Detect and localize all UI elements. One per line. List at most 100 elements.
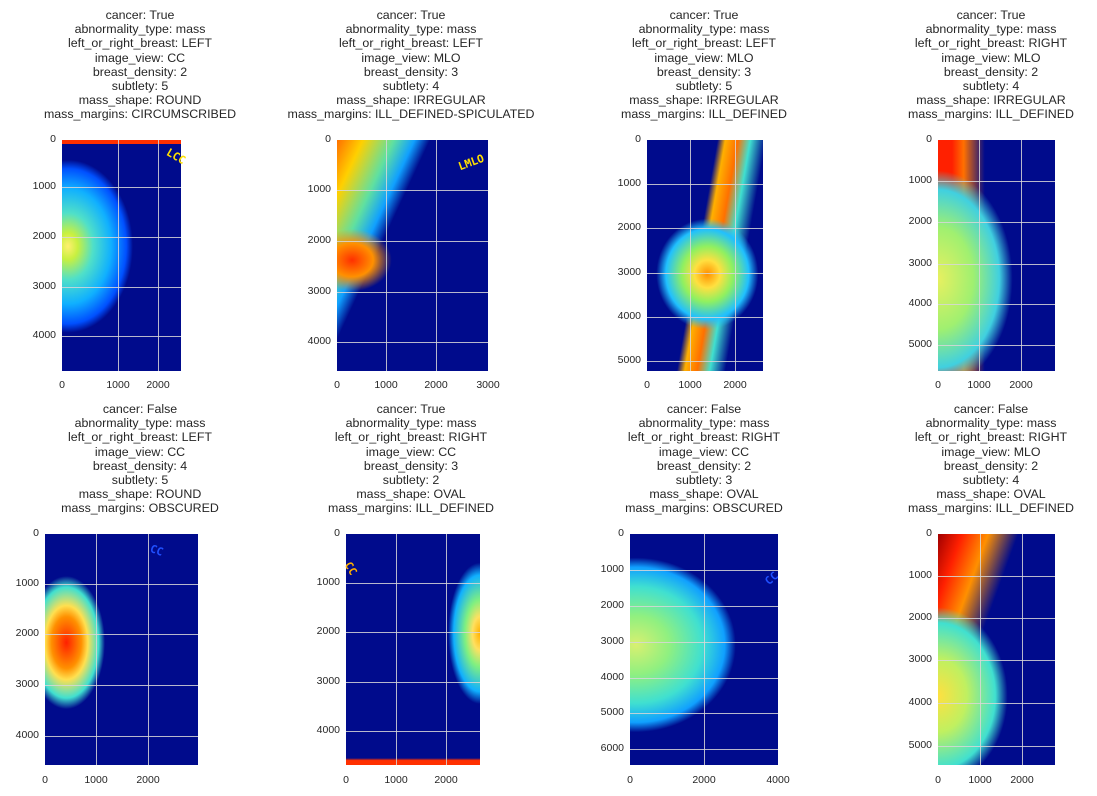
title-line: subtlety: 4 xyxy=(382,79,440,94)
title-line: left_or_right_breast: RIGHT xyxy=(914,36,1068,51)
grid-line-vertical xyxy=(96,534,97,765)
title-line: breast_density: 4 xyxy=(92,458,188,473)
y-tick-label: 3000 xyxy=(617,266,641,278)
mammogram-image xyxy=(62,140,181,371)
grid-line-vertical xyxy=(979,140,980,371)
y-tick-label: 0 xyxy=(926,527,932,539)
title-line: image_view: MLO xyxy=(941,50,1041,65)
y-tick-label: 1000 xyxy=(908,174,932,186)
y-tick-label: 1000 xyxy=(617,177,641,189)
mammogram-image-axes xyxy=(938,140,1055,371)
title-line: breast_density: 3 xyxy=(656,64,752,79)
title-line: mass_margins: OBSCURED xyxy=(61,501,219,516)
grid-line-horizontal xyxy=(45,685,198,686)
title-line: left_or_right_breast: RIGHT xyxy=(334,430,488,445)
title-line: image_view: CC xyxy=(94,50,186,65)
grid-line-horizontal xyxy=(938,576,1055,577)
y-tick-label: 3000 xyxy=(15,678,39,690)
grid-line-horizontal xyxy=(938,222,1055,223)
y-tick-label: 0 xyxy=(618,527,624,539)
y-tick-label: 4000 xyxy=(307,335,331,347)
title-line: subtlety: 5 xyxy=(111,473,169,488)
title-line: image_view: MLO xyxy=(941,444,1041,459)
title-line: mass_shape: IRREGULAR xyxy=(629,93,779,108)
title-line: subtlety: 4 xyxy=(962,79,1020,94)
title-line: mass_margins: ILL_DEFINED xyxy=(621,107,787,122)
y-tick-label: 2000 xyxy=(600,599,624,611)
title-line: abnormality_type: mass xyxy=(74,416,206,431)
y-tick-label: 2000 xyxy=(316,625,340,637)
subplot-title: cancer: True abnormality_type: mass left_o… xyxy=(251,8,571,122)
y-tick-label: 0 xyxy=(50,133,56,145)
x-tick-label: 1000 xyxy=(968,774,992,786)
y-tick-label: 0 xyxy=(926,133,932,145)
grid-line-horizontal xyxy=(62,187,181,188)
grid-line-vertical xyxy=(1022,534,1023,765)
x-tick-label: 3000 xyxy=(476,379,500,391)
x-tick-label: 0 xyxy=(59,379,65,391)
grid-line-vertical xyxy=(446,534,447,765)
grid-line-horizontal xyxy=(62,336,181,337)
grid-line-horizontal xyxy=(62,237,181,238)
grid-line-vertical xyxy=(118,140,119,371)
mammogram-image xyxy=(938,140,1055,371)
title-line: left_or_right_breast: RIGHT xyxy=(627,430,781,445)
title-line: image_view: MLO xyxy=(361,50,461,65)
grid-line-horizontal xyxy=(938,660,1055,661)
y-tick-label: 5000 xyxy=(908,739,932,751)
y-tick-label: 3000 xyxy=(908,257,932,269)
grid-line-vertical xyxy=(436,140,437,371)
subplot-title: cancer: False abnormality_type: mass left_… xyxy=(544,402,864,516)
grid-line-horizontal xyxy=(346,583,480,584)
mammogram-image xyxy=(45,534,198,765)
mammogram-image-axes xyxy=(62,140,181,371)
x-tick-label: 0 xyxy=(935,379,941,391)
title-line: abnormality_type: mass xyxy=(345,416,477,431)
grid-line-horizontal xyxy=(647,184,763,185)
title-line: mass_margins: ILL_DEFINED xyxy=(908,501,1074,516)
title-line: cancer: True xyxy=(376,8,446,22)
grid-line-vertical xyxy=(980,534,981,765)
title-line: abnormality_type: mass xyxy=(638,22,770,37)
title-line: left_or_right_breast: LEFT xyxy=(68,36,212,51)
title-line: mass_shape: ROUND xyxy=(78,93,202,108)
title-line: breast_density: 2 xyxy=(943,458,1039,473)
grid-line-horizontal xyxy=(938,181,1055,182)
x-tick-label: 2000 xyxy=(692,774,716,786)
x-tick-label: 0 xyxy=(343,774,349,786)
y-tick-label: 3000 xyxy=(307,285,331,297)
grid-line-horizontal xyxy=(346,682,480,683)
grid-line-horizontal xyxy=(938,264,1055,265)
title-line: breast_density: 3 xyxy=(363,458,459,473)
x-tick-label: 2000 xyxy=(136,774,160,786)
y-tick-label: 4000 xyxy=(32,329,56,341)
title-line: left_or_right_breast: LEFT xyxy=(339,36,483,51)
y-tick-label: 2000 xyxy=(908,215,932,227)
y-tick-label: 6000 xyxy=(600,742,624,754)
title-line: cancer: False xyxy=(102,402,178,416)
y-tick-label: 0 xyxy=(334,527,340,539)
mammogram-image xyxy=(346,534,480,765)
grid-line-horizontal xyxy=(938,703,1055,704)
x-tick-label: 1000 xyxy=(384,774,408,786)
grid-line-horizontal xyxy=(62,287,181,288)
mammogram-image xyxy=(647,140,763,371)
subplot-title: cancer: True abnormality_type: mass left_o… xyxy=(544,8,864,122)
title-line: cancer: True xyxy=(376,402,446,416)
grid-line-horizontal xyxy=(647,317,763,318)
grid-line-vertical xyxy=(690,140,691,371)
title-line: left_or_right_breast: LEFT xyxy=(632,36,776,51)
title-line: abnormality_type: mass xyxy=(345,22,477,37)
title-line: mass_shape: ROUND xyxy=(78,487,202,502)
title-line: breast_density: 2 xyxy=(656,458,752,473)
title-line: subtlety: 3 xyxy=(675,473,733,488)
subplot-title: cancer: False abnormality_type: mass left_… xyxy=(831,402,1097,516)
grid-line-horizontal xyxy=(45,736,198,737)
x-tick-label: 1000 xyxy=(106,379,130,391)
y-tick-label: 4000 xyxy=(15,729,39,741)
x-tick-label: 2000 xyxy=(1010,774,1034,786)
y-tick-label: 4000 xyxy=(600,671,624,683)
title-line: mass_shape: OVAL xyxy=(936,487,1046,502)
y-tick-label: 4000 xyxy=(316,724,340,736)
x-tick-label: 0 xyxy=(935,774,941,786)
